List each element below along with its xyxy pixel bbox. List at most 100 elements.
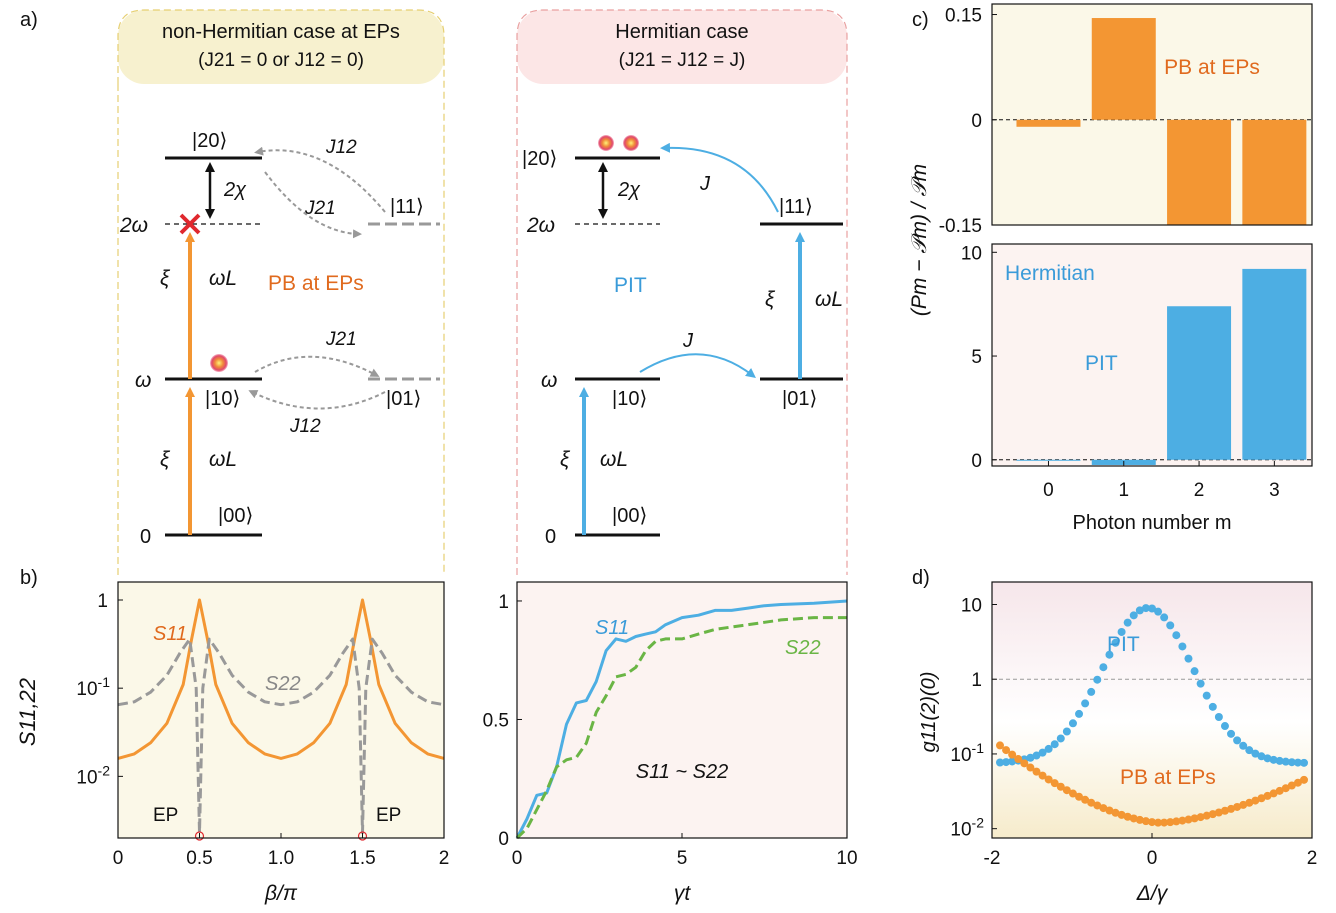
b-left-ep-left: EP: [153, 805, 178, 826]
x-tick-label: 0: [512, 848, 523, 869]
right-title-line1: Hermitian case: [615, 21, 748, 43]
pit-point: [1075, 709, 1084, 718]
pb-point: [1300, 775, 1308, 784]
pb-point: [1275, 786, 1284, 795]
right-j-bottom: J: [682, 330, 694, 352]
pb-point: [1160, 818, 1169, 827]
c-xlabel: Photon number m: [1073, 512, 1232, 534]
ep-marker-0: [194, 831, 205, 841]
b-left-s22-label: S22: [265, 673, 301, 695]
pb-point: [1214, 808, 1223, 817]
right-level-00: |00⟩: [612, 505, 647, 527]
pit-point: [1099, 663, 1108, 672]
left-level-00: |00⟩: [218, 505, 253, 527]
chart-b-right: 0 5 10 0 0.5 1 γt S11 S22 S11 ~ S22: [483, 581, 858, 905]
right-energy-2w: 2ω: [526, 214, 555, 237]
pit-point: [1220, 722, 1229, 731]
chart-d: -2 0 2 10 1 10-1 10-2 PIT PB at EPs Δ/γ g11(2)…: [918, 581, 1318, 905]
pb-point: [1032, 767, 1041, 776]
bar-m0: [1016, 459, 1081, 461]
pit-point: [1123, 618, 1132, 627]
pit-point: [1202, 691, 1211, 700]
y-tick-label: 10-1: [950, 740, 984, 766]
pit-point: [1196, 679, 1205, 688]
pb-point: [1056, 782, 1065, 791]
y-tick-label: 10: [961, 595, 982, 616]
c-bottom-label-hermitian: Hermitian: [1005, 262, 1095, 285]
x-tick-label: 2: [1194, 480, 1205, 501]
c-top-label: PB at EPs: [1164, 56, 1260, 79]
left-omegaL-upper: ωL: [209, 267, 237, 290]
pb-point: [1099, 804, 1108, 813]
series-s22-line: [515, 616, 847, 840]
y-tick-label: 10-2: [76, 762, 110, 788]
y-tick-label: 0.15: [945, 6, 982, 27]
pb-point: [1196, 813, 1205, 822]
pb-point: [1008, 750, 1017, 759]
pit-point: [1111, 638, 1120, 647]
pb-point: [1220, 806, 1229, 815]
b-right-s22-label: S22: [785, 637, 821, 659]
pit-point: [1032, 751, 1041, 760]
panel-label-c: c): [912, 9, 929, 31]
pb-point: [1202, 811, 1211, 820]
b-right-s11-label: S11: [595, 617, 629, 639]
x-tick-label: 0: [1043, 480, 1054, 501]
pb-point: [1251, 796, 1260, 805]
y-tick-label: 1: [498, 592, 509, 613]
pit-point: [1293, 758, 1302, 767]
pb-point: [1172, 817, 1181, 826]
left-j21-top: J21: [304, 198, 336, 219]
pb-point: [1166, 818, 1175, 827]
right-xi-lower: ξ: [560, 448, 571, 471]
y-tick-label: 10: [961, 243, 982, 264]
pit-point: [1227, 729, 1236, 738]
left-level-10: |10⟩: [205, 388, 240, 410]
left-title-line2: (J21 = 0 or J12 = 0): [198, 50, 364, 71]
left-xi-lower: ξ: [160, 448, 171, 471]
x-tick-label: 2: [1307, 848, 1318, 869]
pit-point: [1190, 667, 1199, 676]
pit-point: [1044, 744, 1053, 753]
pit-point: [1269, 755, 1278, 764]
left-j12-bottom: J12: [289, 416, 321, 437]
y-tick-label: 10-2: [950, 815, 984, 841]
x-tick-label: 0: [113, 848, 124, 869]
pit-point: [1050, 740, 1059, 749]
pit-point: [1002, 758, 1011, 767]
right-level-10: |10⟩: [612, 388, 647, 410]
pb-point: [1068, 789, 1077, 798]
b-right-relation: S11 ~ S22: [636, 761, 728, 783]
y-tick-label: 0: [971, 451, 982, 472]
pit-point: [1245, 746, 1254, 755]
x-tick-label: 0: [1147, 848, 1158, 869]
left-title-bg: [118, 10, 444, 84]
pit-point: [1233, 736, 1242, 745]
pit-point: [1166, 621, 1175, 630]
left-omegaL-lower: ωL: [209, 448, 237, 471]
pb-point: [1093, 801, 1102, 810]
pb-point: [1245, 798, 1254, 807]
pb-point: [996, 741, 1004, 750]
pb-point: [1190, 814, 1199, 823]
left-energy-0: 0: [140, 526, 151, 548]
bar-m0: [1016, 119, 1081, 127]
pb-point: [1239, 800, 1248, 809]
right-diagram: Hermitian case (J21 = J12 = J) |20⟩ |11⟩…: [516, 9, 848, 575]
pb-point: [1287, 781, 1296, 790]
pb-point: [1105, 806, 1114, 815]
x-tick-label: 10: [836, 848, 857, 869]
left-level-01: |01⟩: [386, 388, 421, 410]
b-left-xlabel: β/π: [264, 882, 298, 905]
pb-point: [1293, 778, 1302, 787]
right-regime-label: PIT: [614, 274, 647, 297]
series-s11-line: [117, 598, 445, 760]
pit-point: [1068, 719, 1077, 728]
x-tick-label: -2: [984, 848, 1001, 869]
panel-label-b: b): [20, 567, 38, 589]
right-level-01: |01⟩: [782, 388, 817, 410]
bar-m3: [1242, 268, 1307, 460]
pit-point: [1062, 727, 1071, 736]
y-tick-label: 1: [971, 670, 982, 691]
photon-icon: [598, 135, 614, 151]
